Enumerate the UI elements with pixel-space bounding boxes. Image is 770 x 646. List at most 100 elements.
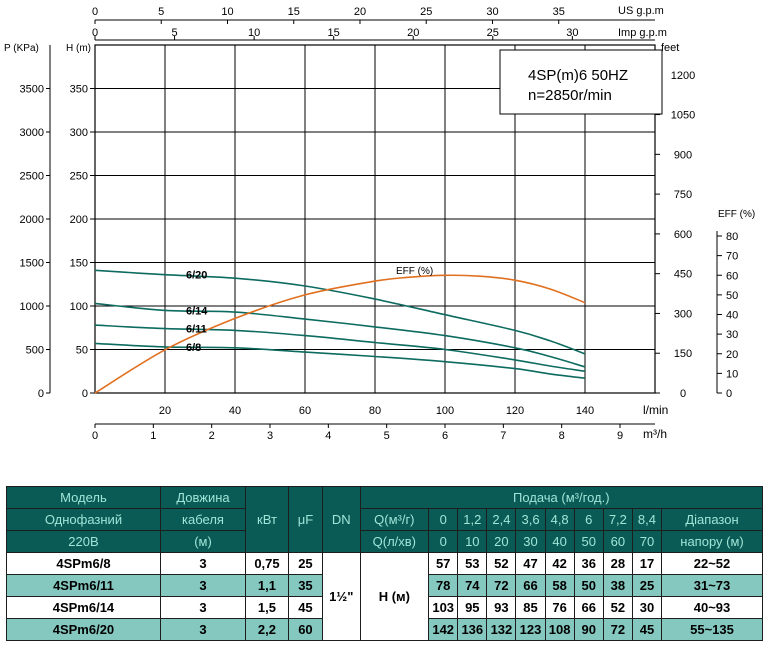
eff-tick-label: 40 xyxy=(726,310,738,322)
curve-label-6-20: 6/20 xyxy=(186,270,207,282)
feet-axis-label: feet xyxy=(661,42,679,54)
lmin-tick-label: 120 xyxy=(506,405,524,417)
cell-h: 78 xyxy=(428,574,459,597)
lmin-tick-label: 60 xyxy=(299,405,311,417)
eff-curve-label: EFF (%) xyxy=(396,266,433,277)
m3h-tick-label: 0 xyxy=(92,430,98,442)
th-uf: μF xyxy=(287,486,324,553)
eff-axis-label: EFF (%) xyxy=(718,209,755,220)
table-row: 4SPm6/11 3 1,1 35 78 74 72 66 58 50 38 2… xyxy=(6,574,763,597)
lmin-tick-label: 140 xyxy=(576,405,594,417)
th-cable-3: (м) xyxy=(159,530,247,553)
pressure-tick-label: 2500 xyxy=(20,171,44,183)
cell-model: 4SPm6/14 xyxy=(6,596,161,619)
cell-h: 93 xyxy=(486,596,517,619)
chart-curves xyxy=(94,269,586,394)
cell-h: 42 xyxy=(544,552,575,575)
table-row: 4SPm6/8 3 0,75 25 1½" H (м) 57 53 52 47 … xyxy=(6,552,763,641)
th-model: Модель xyxy=(6,486,161,509)
imp-gpm-tick-label: 25 xyxy=(487,27,499,39)
us-gpm-tick-label: 0 xyxy=(92,6,98,18)
lmin-tick-label: 20 xyxy=(159,405,171,417)
pressure-tick-label: 3500 xyxy=(20,84,44,96)
cell-h: 136 xyxy=(457,618,488,641)
pressure-tick-label: 500 xyxy=(26,345,44,357)
lmin-tick-label: 80 xyxy=(369,405,381,417)
cell-h: 47 xyxy=(515,552,546,575)
head-tick-label: 200 xyxy=(70,214,88,226)
cell-kw: 2,2 xyxy=(245,618,289,641)
pump-spec-table: Модель Довжина кВт μF DN Подача (м³/год.… xyxy=(6,486,764,641)
us-gpm-axis-label: US g.p.m xyxy=(618,5,664,17)
feet-tick-label: 1050 xyxy=(671,110,695,122)
head-tick-label: 250 xyxy=(70,171,88,183)
imp-gpm-tick-label: 30 xyxy=(566,27,578,39)
th-q2: 30 xyxy=(515,530,546,553)
feet-tick-label: 750 xyxy=(674,189,692,201)
th-supply: Подача (м³/год.) xyxy=(359,486,764,509)
th-kw: кВт xyxy=(245,486,289,553)
cell-h: 28 xyxy=(602,552,633,575)
cell-h: 30 xyxy=(631,596,663,619)
table-header-row-2: Однофазний кабеля Q(м³/г) 0 1,2 2,4 3,6 … xyxy=(6,508,763,531)
cell-h: 52 xyxy=(602,596,633,619)
cell-cable: 3 xyxy=(159,596,247,619)
cell-h: 103 xyxy=(428,596,459,619)
feet-tick-label: 450 xyxy=(674,269,692,281)
th-range: Діапазон xyxy=(661,508,763,531)
eff-tick-label: 20 xyxy=(726,349,738,361)
cell-h: 142 xyxy=(428,618,459,641)
cell-range: 40~93 xyxy=(661,596,763,619)
cell-h: 52 xyxy=(486,552,517,575)
cell-kw: 1,5 xyxy=(245,596,289,619)
eff-tick-label: 80 xyxy=(726,231,738,243)
chart-title: 4SP(m)6 50HZ xyxy=(528,67,628,84)
eff-tick-label: 50 xyxy=(726,290,738,302)
imp-gpm-tick-label: 20 xyxy=(407,27,419,39)
th-q1: 2,4 xyxy=(486,508,517,531)
th-model-2: Однофазний xyxy=(6,508,161,531)
pressure-axis-label: P (KPa) xyxy=(4,43,39,54)
cell-h: 66 xyxy=(515,574,546,597)
head-curve-6-11 xyxy=(94,324,586,373)
lmin-tick-label: 40 xyxy=(229,405,241,417)
m3h-tick-label: 2 xyxy=(209,430,215,442)
table-header-row-3: 220В (м) Q(л/хв) 0 10 20 30 40 50 60 70 … xyxy=(6,530,763,553)
cell-range: 22~52 xyxy=(661,552,763,575)
cell-h: 90 xyxy=(573,618,604,641)
feet-tick-label: 1200 xyxy=(671,70,695,82)
cell-cable: 3 xyxy=(159,618,247,641)
pressure-tick-label: 2000 xyxy=(20,214,44,226)
imp-gpm-tick-label: 0 xyxy=(92,27,98,39)
th-q2: 60 xyxy=(602,530,633,553)
eff-tick-label: 30 xyxy=(726,329,738,341)
eff-tick-label: 70 xyxy=(726,251,738,263)
cell-h: 57 xyxy=(428,552,459,575)
th-q1: 3,6 xyxy=(515,508,546,531)
th-q1: 8,4 xyxy=(631,508,663,531)
th-q1: 0 xyxy=(428,508,459,531)
cell-h: 74 xyxy=(457,574,488,597)
cell-range: 31~73 xyxy=(661,574,763,597)
m3h-tick-label: 8 xyxy=(559,430,565,442)
cell-cable: 3 xyxy=(159,552,247,575)
head-tick-label: 150 xyxy=(70,258,88,270)
th-q2: 40 xyxy=(544,530,575,553)
us-gpm-tick-label: 10 xyxy=(221,6,233,18)
m3h-axis-label: m³/h xyxy=(643,427,667,441)
imp-gpm-tick-label: 15 xyxy=(328,27,340,39)
cell-h: 95 xyxy=(457,596,488,619)
feet-tick-label: 150 xyxy=(674,348,692,360)
head-tick-label: 100 xyxy=(70,301,88,313)
head-tick-label: 50 xyxy=(76,345,88,357)
th-cable: Довжина xyxy=(159,486,247,509)
pressure-tick-label: 3000 xyxy=(20,127,44,139)
m3h-tick-label: 1 xyxy=(150,430,156,442)
chart-labels: 6/20 6/14 6/11 6/8 EFF (%) xyxy=(186,266,433,354)
eff-tick-label: 0 xyxy=(726,388,732,400)
cell-uf: 25 xyxy=(287,552,324,575)
cell-h: 50 xyxy=(573,574,604,597)
th-q2: 0 xyxy=(428,530,459,553)
th-cable-2: кабеля xyxy=(159,508,247,531)
